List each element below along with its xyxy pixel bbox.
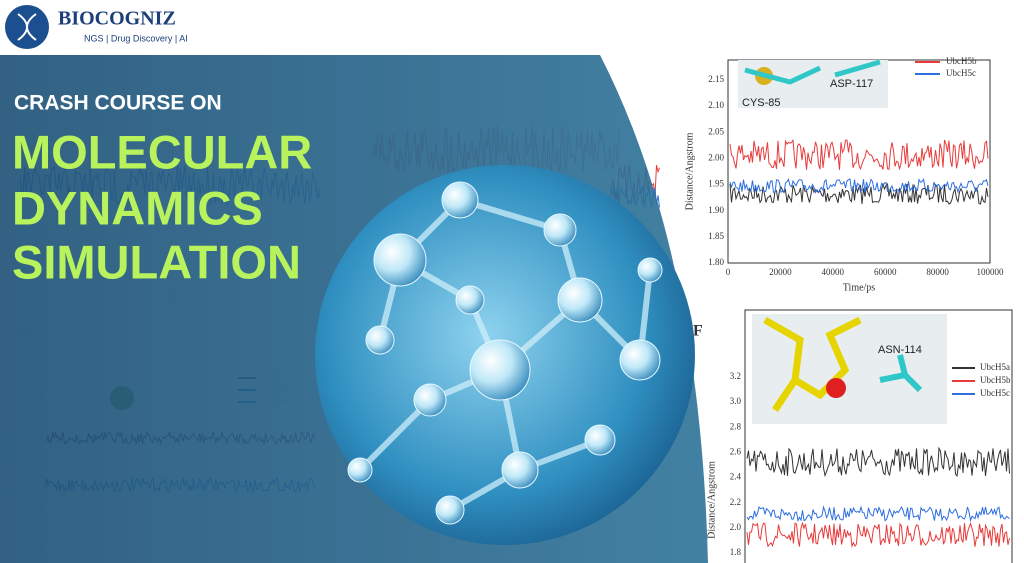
bond: [879, 354, 923, 393]
x-tick-label: 20000: [769, 267, 792, 277]
tagline: NGS | Drug Discovery | AI: [84, 33, 188, 43]
atom: [826, 378, 846, 398]
x-tick-label: 80000: [926, 267, 949, 277]
y-tick-label: 1.85: [708, 231, 724, 241]
trace: [746, 521, 1010, 548]
y-tick-label: 2.15: [708, 74, 724, 84]
bond: [744, 59, 881, 85]
trace: [746, 505, 1010, 523]
y-tick-label: 1.95: [708, 179, 724, 189]
legend-label: UbcH5c: [980, 388, 1010, 398]
headline-line: MOLECULAR: [12, 125, 312, 178]
trace: [729, 182, 989, 205]
atom: [543, 213, 577, 247]
y-tick-label: 3.0: [730, 396, 742, 406]
y-tick-label: 2.2: [730, 497, 741, 507]
trace: [729, 177, 989, 194]
trace: [746, 446, 1010, 478]
y-axis-label: Distance/Angstrom: [684, 132, 695, 210]
panel-label: F: [693, 323, 703, 340]
y-tick-label: 2.6: [730, 446, 742, 456]
atom: [501, 451, 539, 489]
atom: [455, 285, 485, 315]
legend-label: UbcH5c: [946, 68, 976, 78]
molecule: [347, 181, 663, 525]
logo-helix: [17, 13, 37, 41]
x-tick-label: 60000: [874, 267, 897, 277]
legend-label: UbcH5a: [980, 362, 1010, 372]
atom: [347, 457, 373, 483]
atom: [435, 495, 465, 525]
y-tick-label: 2.10: [708, 100, 724, 110]
annotation: CYS-85: [742, 97, 781, 109]
annotation: ASP-117: [830, 78, 873, 90]
y-tick-label: 2.00: [708, 152, 724, 162]
legend-label: UbcH5b: [946, 56, 977, 66]
x-tick-label: 40000: [822, 267, 845, 277]
x-tick-label: 100000: [977, 267, 1005, 277]
y-tick-label: 2.8: [730, 421, 742, 431]
y-tick-label: 2.4: [730, 472, 742, 482]
plot-frame: [744, 309, 1013, 563]
y-tick-label: 2.05: [708, 126, 724, 136]
atom: [413, 383, 447, 417]
y-tick-label: 1.80: [708, 257, 724, 267]
x-axis-label: Time/ps: [843, 282, 876, 293]
atom: [365, 325, 395, 355]
atom: [637, 257, 663, 283]
atom: [557, 277, 603, 323]
headline-line: SIMULATION: [12, 235, 301, 288]
headline-line: DYNAMICS: [12, 181, 263, 234]
annotation: ASN-114: [878, 344, 922, 356]
y-tick-label: 1.90: [708, 205, 724, 215]
atom: [584, 424, 616, 456]
kicker: CRASH COURSE ON: [14, 92, 222, 115]
y-tick-label: 2.0: [730, 522, 742, 532]
y-tick-label: 3.2: [730, 371, 741, 381]
brand: BIOCOGNIZ: [58, 8, 176, 30]
atom: [619, 339, 661, 381]
x-tick-label: 0: [726, 267, 731, 277]
atom: [469, 339, 531, 401]
legend-label: UbcH5b: [980, 375, 1011, 385]
y-axis-label: Distance/Angstrom: [706, 461, 717, 539]
logo: BIOCOGNIZ NGS | Drug Discovery | AI: [5, 5, 188, 49]
bond: [763, 316, 862, 412]
atom: [373, 233, 427, 287]
atom: [441, 181, 479, 219]
y-tick-label: 1.8: [730, 547, 742, 557]
trace: [729, 138, 989, 171]
